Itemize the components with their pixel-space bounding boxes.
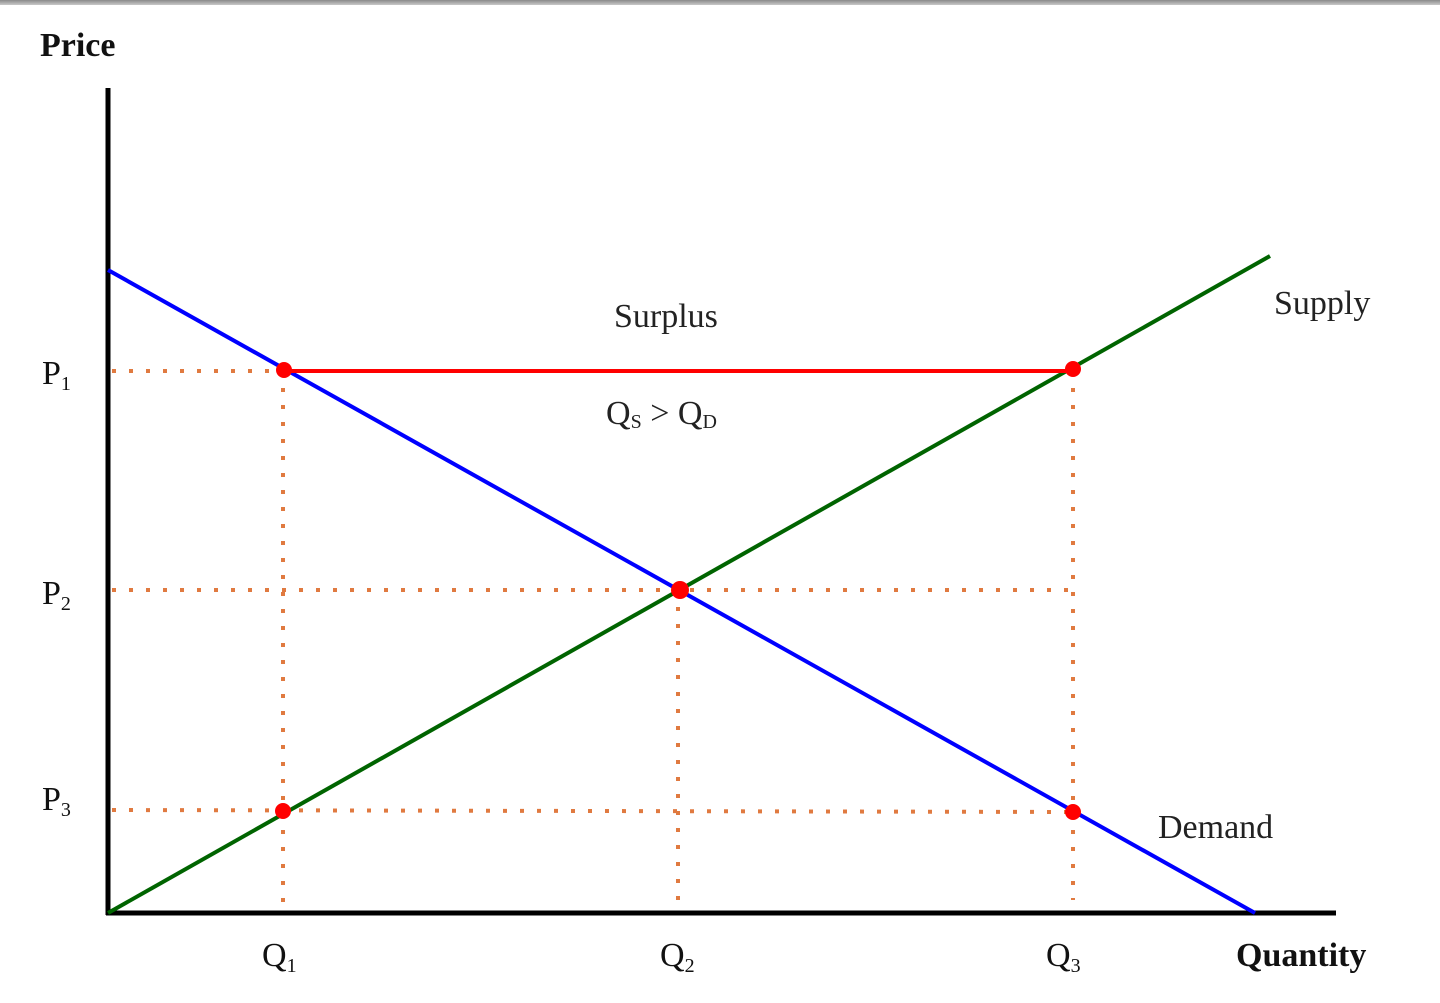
y-axis-title: Price <box>40 27 116 64</box>
window-top-border <box>0 0 1440 5</box>
demand-label: Demand <box>1158 809 1273 846</box>
point-q3-p1 <box>1065 361 1081 377</box>
point-q3-p3 <box>1065 804 1081 820</box>
surplus-label: Surplus <box>614 298 718 335</box>
tick-q3: Q3 <box>1046 937 1081 977</box>
x-axis-title: Quantity <box>1236 937 1366 974</box>
point-equilibrium <box>671 581 689 599</box>
tick-q1: Q1 <box>262 937 297 977</box>
tick-p3: P3 <box>42 781 71 821</box>
tick-q2: Q2 <box>660 937 695 977</box>
point-q1-p3 <box>275 803 291 819</box>
guide-lines <box>111 369 1085 913</box>
tick-p1: P1 <box>42 355 71 395</box>
key-points <box>275 361 1081 820</box>
guide-p3 <box>111 808 1074 814</box>
tick-p2: P2 <box>42 575 71 615</box>
qs-gt-qd-label: QS > QD <box>606 395 717 433</box>
point-q1-p1 <box>276 362 292 378</box>
supply-label: Supply <box>1274 285 1370 322</box>
